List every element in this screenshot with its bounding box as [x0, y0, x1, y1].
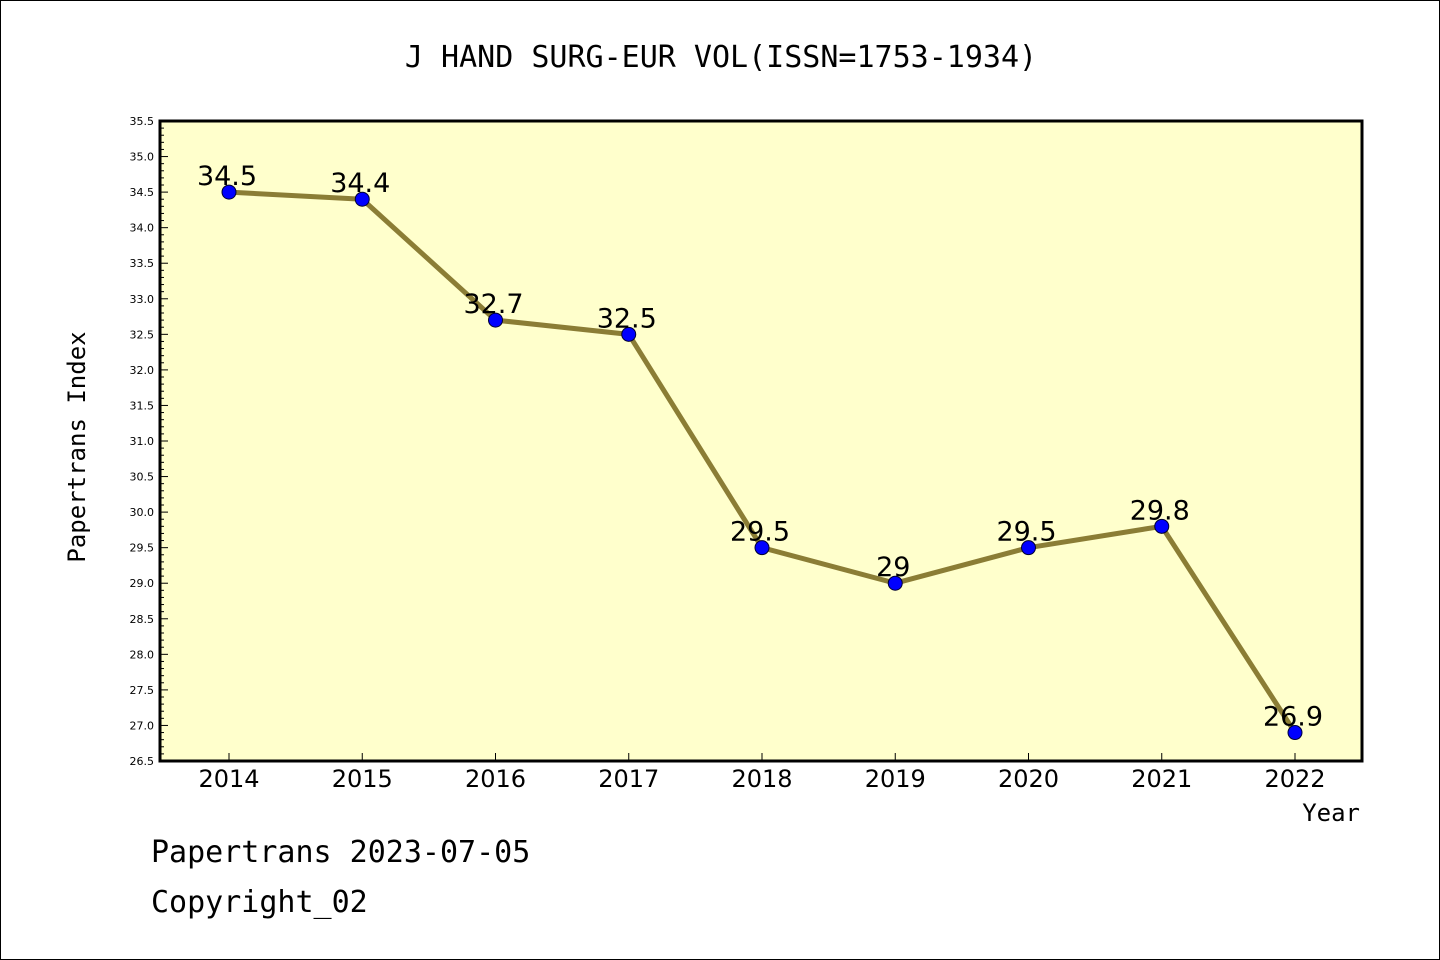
x-tick-label: 2016: [465, 765, 526, 793]
plot-area: [158, 119, 1364, 763]
y-tick-label: 34.5: [130, 186, 155, 199]
y-tick-label: 32.0: [130, 364, 155, 377]
y-tick-label: 31.5: [130, 399, 155, 412]
data-label: 29.5: [996, 517, 1056, 548]
x-tick-label: 2022: [1264, 765, 1325, 793]
y-tick-label: 28.5: [130, 613, 155, 626]
footer-date: Papertrans 2023-07-05: [151, 835, 531, 870]
x-axis: 2014 2015 2016 2017 2018 2019 2020 2021 2022: [198, 753, 1326, 793]
data-point: [1154, 518, 1170, 534]
chart-title: J HAND SURG-EUR VOL(ISSN=1753-1934): [405, 40, 1037, 75]
data-label: 32.7: [463, 289, 523, 320]
x-tick-label: 2015: [332, 765, 393, 793]
y-tick-label: 35.0: [130, 151, 155, 164]
y-tick-label: 31.0: [130, 435, 155, 448]
data-point: [754, 540, 770, 556]
y-tick-label: 34.0: [130, 222, 155, 235]
y-axis: 26.5 27.0 27.5 28.0 28.5 29.0 29.5 30.0 30.5 31.0…: [130, 115, 168, 768]
x-tick-label: 2019: [865, 765, 926, 793]
series-layer: 34.5 34.4 32.7 32.5 29.5 29 29.5 29.8 26.9: [197, 161, 1323, 741]
footer-copyright: Copyright_02: [151, 885, 368, 920]
data-point: [887, 575, 903, 591]
x-tick-label: 2017: [598, 765, 659, 793]
y-tick-label: 35.5: [130, 115, 155, 128]
y-tick-label: 33.5: [130, 257, 155, 270]
y-tick-label: 27.0: [130, 719, 155, 732]
y-tick-label: 28.0: [130, 648, 155, 661]
x-tick-label: 2021: [1131, 765, 1192, 793]
data-point: [221, 184, 237, 200]
x-axis-label: Year: [1302, 799, 1360, 827]
data-label: 34.4: [330, 168, 390, 199]
data-label: 34.5: [197, 161, 257, 192]
data-label: 29.5: [730, 517, 790, 548]
y-tick-label: 30.5: [130, 471, 155, 484]
y-tick-label: 29.0: [130, 577, 155, 590]
data-point: [1287, 725, 1303, 741]
data-point: [488, 312, 503, 328]
y-tick-label: 26.5: [130, 755, 155, 768]
y-tick-label: 30.0: [130, 506, 155, 519]
data-point: [354, 191, 370, 207]
data-label: 32.5: [597, 303, 657, 334]
y-tick-label: 29.5: [130, 542, 155, 555]
y-tick-label: 33.0: [130, 293, 155, 306]
data-point: [1021, 540, 1036, 556]
data-point: [621, 326, 637, 342]
x-tick-label: 2018: [731, 765, 792, 793]
y-axis-label: Papertrans Index: [63, 331, 91, 562]
x-tick-label: 2014: [198, 765, 259, 793]
y-tick-label: 27.5: [130, 684, 155, 697]
data-label: 29: [876, 552, 910, 583]
data-label: 29.8: [1130, 495, 1190, 526]
y-tick-label: 32.5: [130, 328, 155, 341]
x-tick-label: 2020: [998, 765, 1059, 793]
data-label: 26.9: [1263, 702, 1323, 733]
